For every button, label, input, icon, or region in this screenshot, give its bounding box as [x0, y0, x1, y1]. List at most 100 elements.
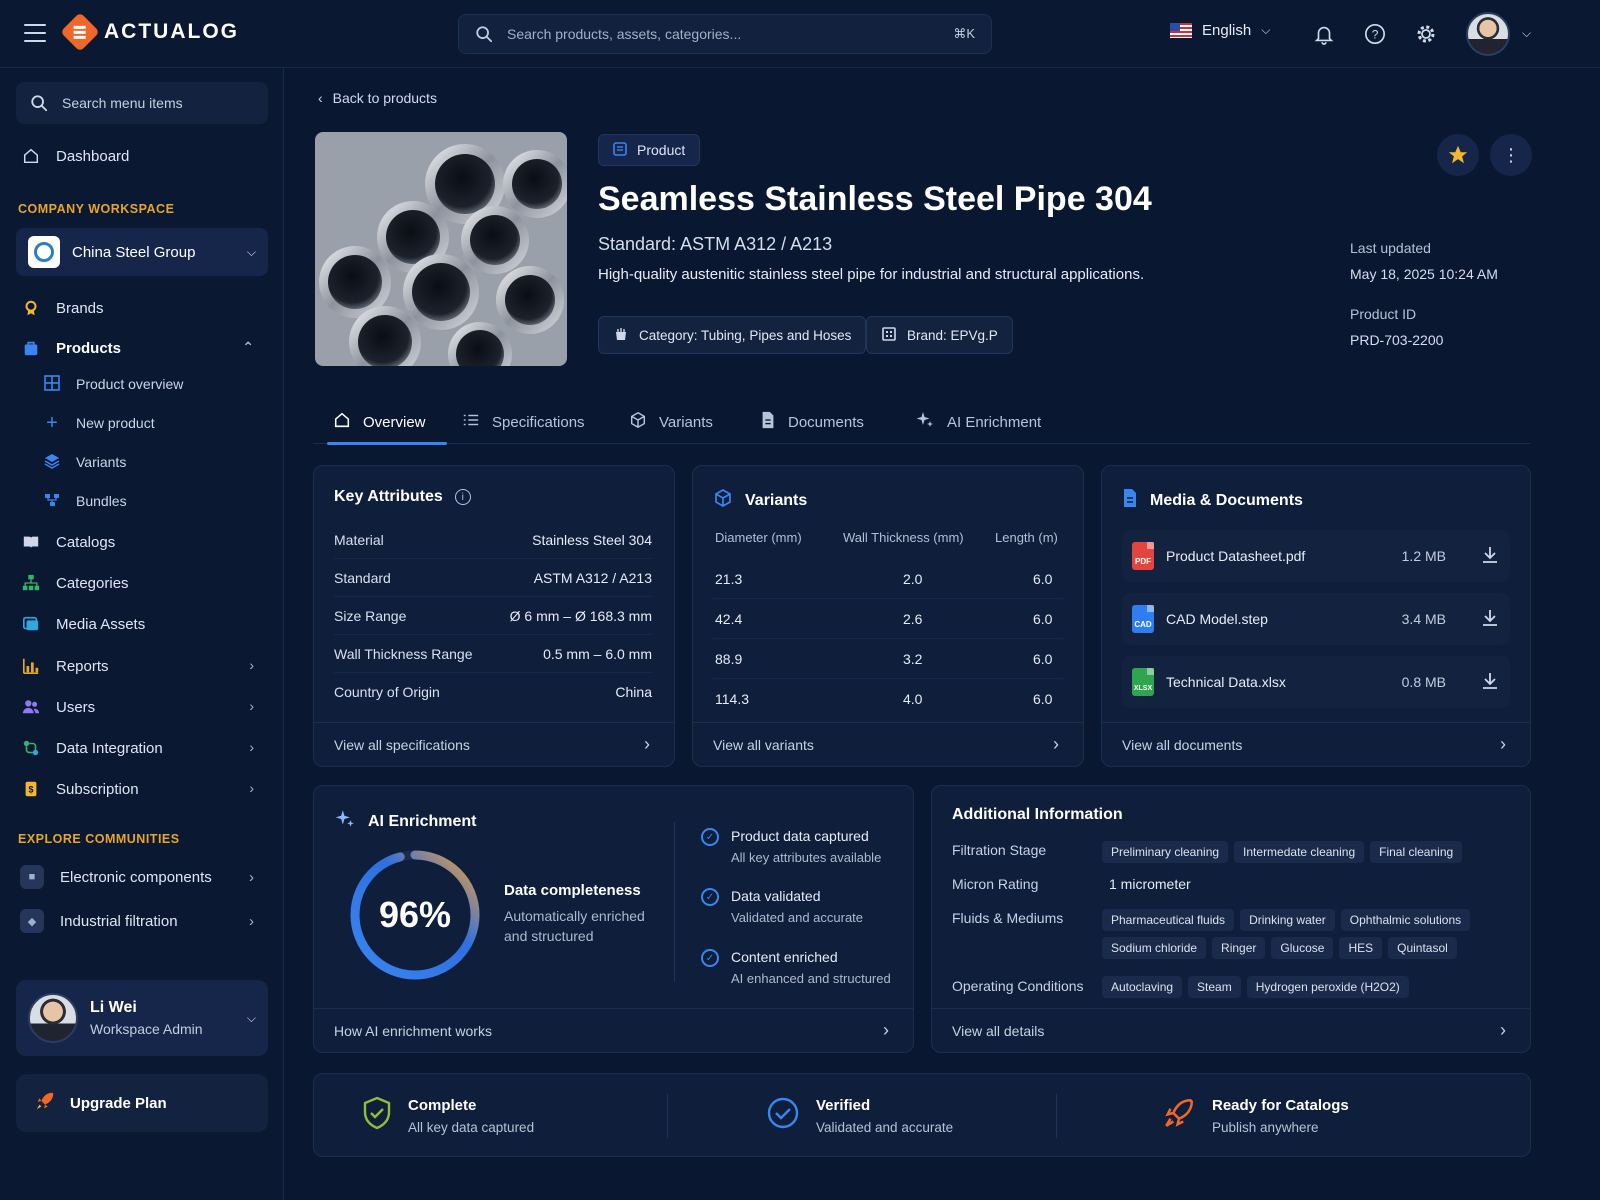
operating-conditions-label: Operating Conditions — [952, 978, 1084, 994]
download-icon[interactable] — [1480, 671, 1500, 694]
sidebar-item-label: Media Assets — [56, 615, 146, 633]
sidebar-item-products[interactable]: Products ⌃ — [0, 330, 284, 366]
home-icon — [333, 411, 351, 433]
how-ai-enrichment-works-link[interactable]: How AI enrichment works › — [314, 1008, 913, 1052]
product-tabs: Overview Specifications Variants Documen… — [313, 400, 1530, 445]
completeness-ring: 96% — [350, 850, 480, 980]
download-icon[interactable] — [1480, 545, 1500, 568]
sidebar-item-users[interactable]: Users › — [0, 689, 284, 725]
user-avatar[interactable] — [1466, 12, 1510, 56]
tab-ai-enrichment[interactable]: AI Enrichment — [915, 400, 1041, 444]
global-search[interactable]: ⌘K — [458, 14, 992, 54]
info-icon[interactable]: i — [454, 489, 471, 505]
document-row[interactable]: XLSX Technical Data.xlsx 0.8 MB — [1122, 656, 1510, 708]
svg-text:?: ? — [1372, 28, 1379, 42]
sidebar-item-media-assets[interactable]: Media Assets — [0, 606, 284, 642]
sidebar-item-new-product[interactable]: + New product — [0, 406, 284, 440]
product-id-label: Product ID — [1350, 306, 1417, 322]
gear-icon[interactable] — [1414, 22, 1438, 46]
sidebar-item-label: Data Integration — [56, 739, 163, 757]
bell-icon[interactable] — [1312, 22, 1336, 46]
chevron-left-icon: ‹ — [318, 90, 323, 106]
check-circle-icon: ✓ — [701, 828, 719, 846]
document-row[interactable]: PDF Product Datasheet.pdf 1.2 MB — [1122, 530, 1510, 582]
status-sub: Validated and accurate — [816, 1119, 954, 1135]
tab-label: AI Enrichment — [947, 413, 1042, 431]
column-header: Length (m) — [995, 530, 1058, 545]
sidebar-item-brands[interactable]: Brands — [0, 290, 284, 326]
sidebar-item-data-integration[interactable]: Data Integration › — [0, 730, 284, 766]
list-icon — [462, 411, 480, 433]
app-name: ACTUALOG — [104, 20, 239, 43]
menu-icon[interactable] — [24, 24, 46, 42]
table-cell: 88.9 — [715, 651, 743, 667]
sidebar-item-dashboard[interactable]: Dashboard — [0, 138, 284, 174]
chevron-down-icon[interactable]: ⌵ — [1522, 26, 1532, 40]
product-image — [315, 132, 567, 366]
more-options-button[interactable]: ⋮ — [1490, 134, 1532, 176]
sidebar-item-reports[interactable]: Reports › — [0, 648, 284, 684]
category-chip[interactable]: Category: Tubing, Pipes and Hoses — [598, 316, 867, 354]
user-card[interactable]: Li Wei Workspace Admin ⌵ — [16, 980, 268, 1056]
sidebar-item-label: Products — [56, 339, 122, 357]
chevron-right-icon: › — [249, 657, 254, 673]
fluids-label: Fluids & Mediums — [952, 910, 1064, 926]
community-electronic-components[interactable]: ■ Electronic components › — [16, 858, 268, 896]
community-industrial-filtration[interactable]: ◆ Industrial filtration › — [16, 902, 268, 940]
tab-variants[interactable]: Variants — [629, 400, 713, 444]
app-logo[interactable]: ACTUALOG — [60, 12, 239, 52]
view-all-variants-link[interactable]: View all variants › — [693, 722, 1083, 766]
table-cell: 114.3 — [715, 691, 749, 707]
ring-progress — [350, 850, 480, 980]
table-row[interactable]: 42.4 2.6 6.0 — [713, 599, 1063, 639]
card-title: AI Enrichment — [334, 808, 476, 835]
product-icon — [613, 141, 627, 159]
tag: Glucose — [1271, 937, 1334, 959]
view-all-specifications-link[interactable]: View all specifications › — [314, 722, 674, 766]
chevron-down-icon: ⌵ — [1261, 23, 1271, 37]
tab-overview[interactable]: Overview — [327, 400, 447, 445]
table-cell: 6.0 — [1033, 571, 1053, 587]
sidebar-item-label: Product overview — [76, 376, 184, 392]
attribute-key: Material — [334, 531, 384, 548]
workspace-switcher[interactable]: China Steel Group ⌵ — [16, 228, 268, 276]
tag: Steam — [1188, 976, 1241, 998]
user-role: Workspace Admin — [90, 1021, 203, 1037]
table-cell: 6.0 — [1033, 691, 1053, 707]
help-icon[interactable]: ? — [1363, 22, 1387, 46]
divider — [674, 822, 675, 982]
favorite-button[interactable] — [1437, 134, 1479, 176]
view-all-details-link[interactable]: View all details › — [932, 1008, 1530, 1052]
users-icon — [22, 698, 40, 716]
language-selector[interactable]: English ⌵ — [1170, 22, 1270, 39]
sidebar-item-product-overview[interactable]: Product overview — [0, 367, 284, 401]
additional-info-card: Additional Information Filtration Stage … — [931, 785, 1531, 1053]
table-row[interactable]: 21.3 2.0 6.0 — [713, 559, 1063, 599]
table-row[interactable]: 114.3 4.0 6.0 — [713, 679, 1063, 719]
menu-search[interactable]: Search menu items — [16, 82, 268, 124]
sidebar-item-catalogs[interactable]: Catalogs — [0, 524, 284, 560]
attribute-value: ASTM A312 / A213 — [533, 569, 652, 586]
hierarchy-icon — [22, 574, 40, 592]
sidebar-item-subscription[interactable]: $ Subscription › — [0, 771, 284, 807]
document-row[interactable]: CAD CAD Model.step 3.4 MB — [1122, 593, 1510, 645]
sidebar-item-bundles[interactable]: Bundles — [0, 484, 284, 518]
upgrade-plan-button[interactable]: Upgrade Plan — [16, 1074, 268, 1132]
chevron-right-icon: › — [883, 1020, 889, 1040]
view-all-documents-link[interactable]: View all documents › — [1102, 722, 1530, 766]
sidebar-item-label: Brands — [56, 299, 104, 317]
back-to-products-link[interactable]: ‹ Back to products — [318, 90, 437, 106]
cad-file-icon: CAD — [1132, 605, 1154, 633]
chevron-down-icon: ⌵ — [246, 244, 256, 259]
global-search-input[interactable] — [507, 26, 940, 42]
download-icon[interactable] — [1480, 608, 1500, 631]
sidebar-item-variants[interactable]: Variants — [0, 445, 284, 479]
brand-chip[interactable]: Brand: EPVg.P — [866, 316, 1013, 354]
attribute-row: Wall Thickness Range 0.5 mm – 6.0 mm — [334, 635, 652, 673]
tab-documents[interactable]: Documents — [760, 400, 864, 444]
filtration-stage-label: Filtration Stage — [952, 842, 1047, 858]
table-row[interactable]: 88.9 3.2 6.0 — [713, 639, 1063, 679]
tab-specifications[interactable]: Specifications — [462, 400, 585, 444]
sidebar-item-categories[interactable]: Categories — [0, 565, 284, 601]
logo-mark-icon — [60, 12, 100, 52]
